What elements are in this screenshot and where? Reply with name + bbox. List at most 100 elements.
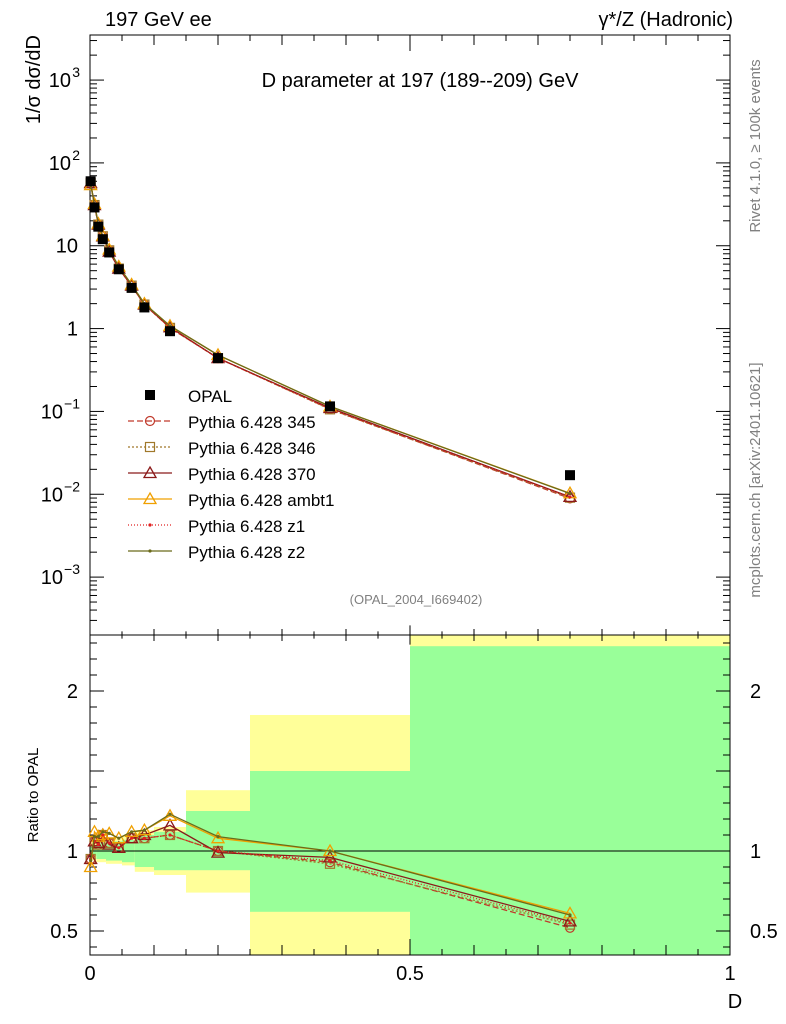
main-y-tick-label: 10 xyxy=(41,484,63,506)
legend-marker-pythia-6-428-345 xyxy=(144,415,156,427)
opal-data-point xyxy=(104,247,115,258)
x-axis-label: D xyxy=(728,991,742,1013)
legend-marker-pythia-6-428-370 xyxy=(142,465,158,479)
main-y-tick-exponent: −2 xyxy=(64,478,80,494)
opal-data-point xyxy=(85,176,96,187)
legend-marker-pythia-6-428-ambt1 xyxy=(142,491,158,505)
ratio-point-pythia-6-428-z2 xyxy=(92,835,97,839)
ratio-point-pythia-6-428-z2 xyxy=(107,831,111,836)
x-tick-label: 1 xyxy=(724,963,735,985)
ratio-point-pythia-6-428-z1 xyxy=(101,833,105,837)
main-y-tick-label: 1 xyxy=(67,319,78,341)
legend-label-pythia-6-428-346: Pythia 6.428 346 xyxy=(188,439,316,458)
opal-data-point xyxy=(93,221,104,232)
main-data-group xyxy=(85,176,575,481)
ratio-y-tick-label-left: 1 xyxy=(67,841,78,863)
ratio-point-pythia-6-428-z1 xyxy=(168,833,172,837)
opal-data-point xyxy=(97,234,108,245)
main-point-pythia-6-428-370 xyxy=(562,489,578,503)
main-line-pythia-6-428-z1 xyxy=(89,183,571,498)
left-title: 197 GeV ee xyxy=(105,9,212,31)
main-y-tick-label: 10 xyxy=(41,567,63,589)
opal-data-point xyxy=(565,470,575,481)
ratio-point-pythia-6-428-z1 xyxy=(328,859,332,863)
main-line-pythia-6-428-z2 xyxy=(90,183,571,495)
main-point-pythia-6-428-z1 xyxy=(568,495,572,499)
main-y-tick-label: 10 xyxy=(49,153,71,175)
ratio-y-axis-label: Ratio to OPAL xyxy=(25,748,42,843)
ratio-y-tick-label-left: 0.5 xyxy=(50,921,78,943)
main-y-tick-label: 10 xyxy=(56,236,78,258)
ratio-uncertainty-bands xyxy=(90,635,730,955)
ratio-point-pythia-6-428-z1 xyxy=(216,849,220,853)
ratio-point-pythia-6-428-ambt1 xyxy=(111,830,126,844)
ratio-point-pythia-6-428-370 xyxy=(124,830,139,844)
opal-data-point xyxy=(126,282,137,293)
legend-label-pythia-6-428-z2: Pythia 6.428 z2 xyxy=(188,543,305,562)
ratio-point-pythia-6-428-346 xyxy=(564,919,576,930)
legend-marker-opal xyxy=(145,390,155,400)
ratio-point-pythia-6-428-370 xyxy=(562,914,578,927)
x-tick-label: 0 xyxy=(84,963,95,985)
mcplots-label: mcplots.cern.ch [arXiv:2401.10621] xyxy=(747,362,764,597)
main-y-tick-exponent: 3 xyxy=(72,64,80,80)
main-y-tick-exponent: −3 xyxy=(64,561,80,577)
ratio-point-pythia-6-428-z1 xyxy=(117,846,121,850)
opal-data-point xyxy=(165,326,175,337)
ratio-point-pythia-6-428-370 xyxy=(102,837,117,850)
legend-label-opal: OPAL xyxy=(188,387,232,406)
ratio-point-pythia-6-428-z2 xyxy=(96,835,100,839)
ratio-point-pythia-6-428-z1 xyxy=(568,921,572,925)
ratio-point-pythia-6-428-z1 xyxy=(130,836,134,840)
ratio-point-pythia-6-428-ambt1 xyxy=(562,906,578,919)
opal-data-point xyxy=(325,401,335,412)
legend-marker-pythia-6-428-z1 xyxy=(148,523,152,527)
ratio-y-tick-label-left: 2 xyxy=(67,681,78,703)
legend: OPAL Pythia 6.428 345 Pythia 6.428 346 Pyth… xyxy=(128,387,334,562)
ratio-y-tick-label-right: 2 xyxy=(750,681,761,703)
opal-data-point xyxy=(113,264,124,275)
ratio-point-pythia-6-428-z2 xyxy=(89,859,93,863)
ratio-point-pythia-6-428-z2 xyxy=(117,836,121,840)
opal-data-point xyxy=(213,353,223,364)
main-y-tick-exponent: −1 xyxy=(64,395,80,411)
ratio-point-pythia-6-428-ambt1 xyxy=(83,859,98,873)
axis-ticks xyxy=(89,35,731,955)
ratio-y-tick-label-right: 0.5 xyxy=(750,921,778,943)
right-title: γ*/Z (Hadronic) xyxy=(599,9,733,31)
main-line-pythia-6-428-370 xyxy=(89,183,571,498)
ratio-point-pythia-6-428-z2 xyxy=(142,828,146,832)
opal-data-point xyxy=(139,302,150,313)
ratio-series-group xyxy=(83,808,578,933)
main-y-tick-label: 10 xyxy=(41,401,63,423)
ratio-band-green-8 xyxy=(410,646,730,955)
ratio-point-pythia-6-428-z1 xyxy=(142,836,146,840)
ratio-point-pythia-6-428-370 xyxy=(162,818,178,831)
main-y-axis-label: 1/σ dσ/dD xyxy=(23,35,45,124)
legend-label-pythia-6-428-ambt1: Pythia 6.428 ambt1 xyxy=(188,491,334,510)
rivet-version-label: Rivet 4.1.0, ≥ 100k events xyxy=(747,59,764,232)
main-line-pythia-6-428-346 xyxy=(89,183,571,499)
ratio-point-pythia-6-428-z2 xyxy=(568,913,572,917)
ratio-point-pythia-6-428-z2 xyxy=(328,849,332,853)
ratio-point-pythia-6-428-370 xyxy=(111,840,126,853)
opal-data-point xyxy=(89,202,100,213)
ratio-y-tick-label-right: 1 xyxy=(750,841,761,863)
plot-title: D parameter at 197 (189--209) GeV xyxy=(262,70,579,92)
main-line-pythia-6-428-345 xyxy=(89,183,571,500)
legend-marker-pythia-6-428-346 xyxy=(144,441,156,453)
main-series-group xyxy=(83,175,578,504)
main-y-tick-label: 10 xyxy=(49,70,71,92)
ratio-point-pythia-6-428-ambt1 xyxy=(137,822,152,836)
ratio-point-pythia-6-428-z2 xyxy=(101,830,105,834)
legend-label-pythia-6-428-345: Pythia 6.428 345 xyxy=(188,413,316,432)
main-point-pythia-6-428-z2 xyxy=(568,491,572,496)
ratio-point-pythia-6-428-z1 xyxy=(107,841,111,845)
ratio-point-pythia-6-428-z2 xyxy=(216,835,220,839)
legend-label-pythia-6-428-370: Pythia 6.428 370 xyxy=(188,465,316,484)
ratio-point-pythia-6-428-z2 xyxy=(168,812,172,816)
x-tick-label: 0.5 xyxy=(396,963,424,985)
ratio-point-pythia-6-428-z2 xyxy=(130,830,134,834)
